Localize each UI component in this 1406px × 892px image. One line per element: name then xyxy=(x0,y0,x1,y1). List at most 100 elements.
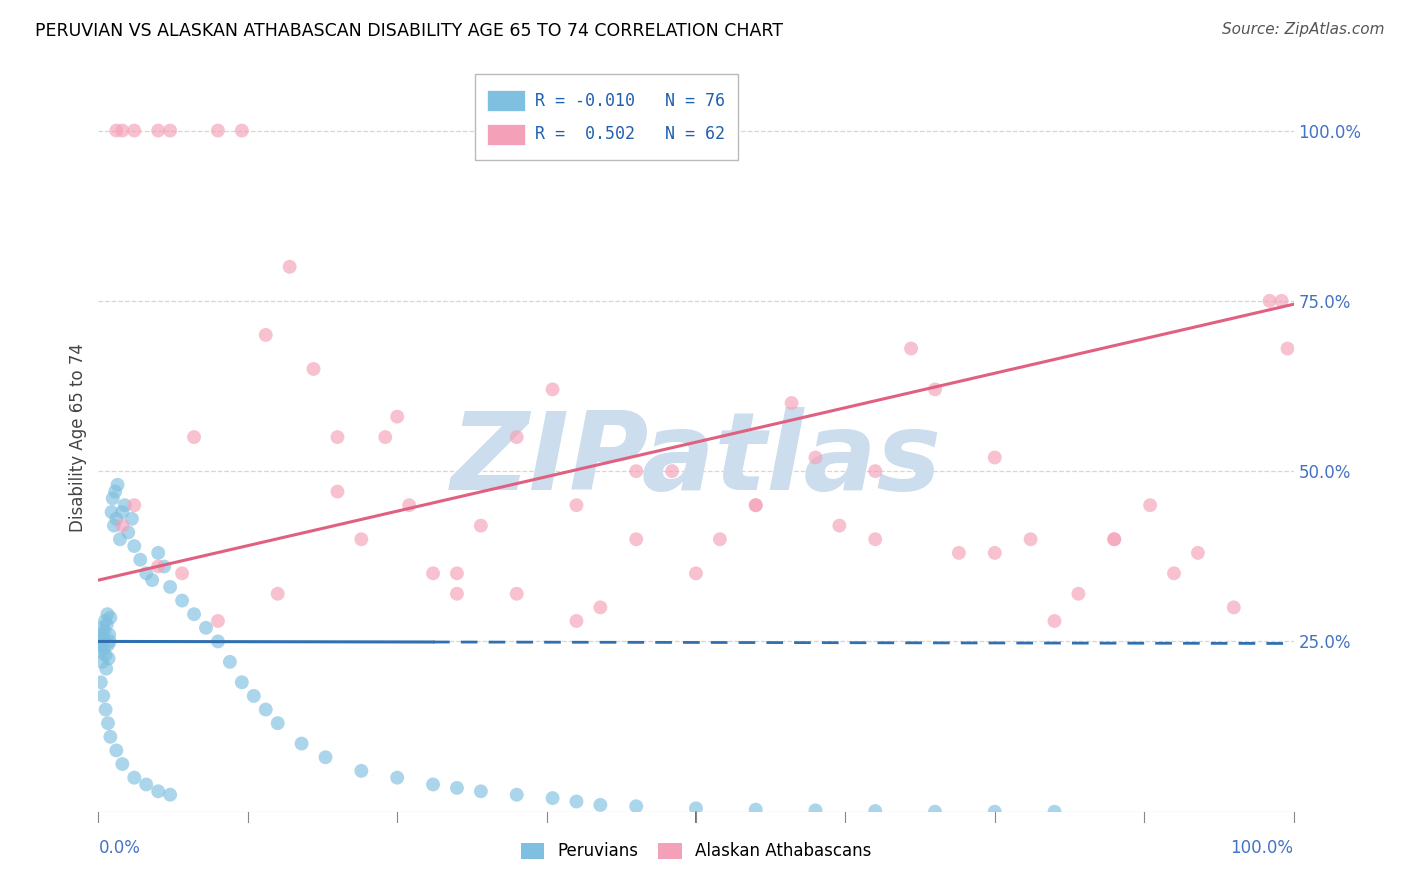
Point xyxy=(135,566,157,581)
Point xyxy=(141,573,163,587)
Point xyxy=(96,662,118,676)
Text: 100.0%: 100.0% xyxy=(1230,839,1294,857)
Point xyxy=(626,799,648,814)
Point xyxy=(506,430,529,444)
Point xyxy=(709,533,731,547)
Point xyxy=(159,788,181,802)
Text: R = -0.010   N = 76: R = -0.010 N = 76 xyxy=(534,92,724,110)
Point xyxy=(111,518,134,533)
Point xyxy=(111,757,134,772)
Point xyxy=(117,525,139,540)
Point xyxy=(231,675,253,690)
Point xyxy=(326,430,349,444)
Point xyxy=(104,484,127,499)
Point xyxy=(315,750,337,764)
Point xyxy=(541,383,564,397)
Point xyxy=(93,624,115,639)
Legend: Peruvians, Alaskan Athabascans: Peruvians, Alaskan Athabascans xyxy=(515,836,877,867)
Point xyxy=(1187,546,1209,560)
Point xyxy=(374,430,396,444)
Point xyxy=(94,648,117,662)
Point xyxy=(91,621,114,635)
Point xyxy=(105,743,128,757)
Text: Source: ZipAtlas.com: Source: ZipAtlas.com xyxy=(1222,22,1385,37)
Text: 0.0%: 0.0% xyxy=(98,839,141,857)
Point xyxy=(91,631,114,645)
Point xyxy=(94,614,117,628)
Point xyxy=(93,641,115,656)
Point xyxy=(1271,293,1294,308)
Y-axis label: Disability Age 65 to 74: Disability Age 65 to 74 xyxy=(69,343,87,532)
Point xyxy=(1163,566,1185,581)
Point xyxy=(107,477,129,491)
Point xyxy=(745,803,768,817)
Point xyxy=(446,780,468,795)
Point xyxy=(506,587,529,601)
Point xyxy=(1139,498,1161,512)
Point xyxy=(105,512,128,526)
Point xyxy=(124,771,146,785)
Point xyxy=(121,512,143,526)
Point xyxy=(1043,614,1066,628)
Point xyxy=(96,607,118,622)
Point xyxy=(90,627,112,641)
Bar xyxy=(486,90,524,112)
Text: ZIPatlas: ZIPatlas xyxy=(450,407,942,513)
Point xyxy=(804,803,827,817)
Point xyxy=(97,716,120,731)
Point xyxy=(865,464,887,478)
Point xyxy=(96,617,118,632)
Point xyxy=(541,791,564,805)
Point xyxy=(924,383,946,397)
Point xyxy=(828,518,851,533)
Point xyxy=(470,784,492,798)
Point xyxy=(207,123,229,137)
Point xyxy=(267,587,290,601)
Point xyxy=(111,123,134,137)
Point xyxy=(1043,805,1066,819)
Point xyxy=(114,498,136,512)
Point xyxy=(589,600,612,615)
Point xyxy=(124,498,146,512)
Point xyxy=(626,533,648,547)
Point xyxy=(565,498,588,512)
Point xyxy=(865,804,887,818)
Point xyxy=(685,801,707,815)
Point xyxy=(91,655,114,669)
Point xyxy=(207,634,229,648)
Point xyxy=(350,533,373,547)
Point xyxy=(100,505,122,519)
Point xyxy=(94,702,117,716)
Point xyxy=(254,327,277,342)
Point xyxy=(385,409,409,424)
Point xyxy=(159,580,181,594)
Point xyxy=(1277,342,1299,356)
Point xyxy=(153,559,176,574)
Point xyxy=(1067,587,1090,601)
Point xyxy=(172,593,194,607)
Point xyxy=(685,566,707,581)
Point xyxy=(948,546,970,560)
FancyBboxPatch shape xyxy=(475,74,738,160)
Point xyxy=(183,607,205,622)
Point xyxy=(231,123,253,137)
Point xyxy=(565,795,588,809)
Point xyxy=(745,498,768,512)
Point xyxy=(219,655,242,669)
Point xyxy=(350,764,373,778)
Point xyxy=(267,716,290,731)
Point xyxy=(101,491,124,506)
Point xyxy=(1258,293,1281,308)
Point xyxy=(111,505,134,519)
Point xyxy=(626,464,648,478)
Point xyxy=(326,484,349,499)
Point xyxy=(124,123,146,137)
Point xyxy=(446,566,468,581)
Point xyxy=(183,430,205,444)
Point xyxy=(207,614,229,628)
Point xyxy=(291,737,314,751)
Point xyxy=(984,805,1007,819)
Point xyxy=(924,805,946,819)
Text: PERUVIAN VS ALASKAN ATHABASCAN DISABILITY AGE 65 TO 74 CORRELATION CHART: PERUVIAN VS ALASKAN ATHABASCAN DISABILIT… xyxy=(35,22,783,40)
Point xyxy=(243,689,266,703)
